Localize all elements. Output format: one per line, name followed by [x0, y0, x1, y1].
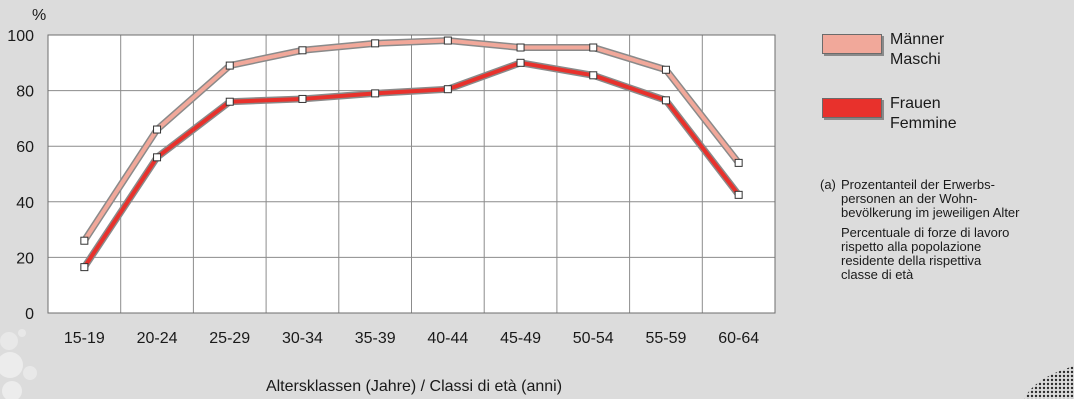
footnote-it-line: residente della rispettiva — [841, 253, 982, 268]
data-point-women — [153, 153, 162, 162]
series-line-women — [82, 60, 741, 269]
y-tick-label: 80 — [16, 84, 34, 101]
x-tick-label: 60-64 — [718, 330, 759, 347]
footnote-de-line: Prozentanteil der Erwerbs- — [841, 177, 995, 192]
legend-label-women: Frauen Femmine — [890, 94, 957, 134]
data-point-men — [153, 125, 162, 134]
x-axis-label: Altersklassen (Jahre) / Classi di età (a… — [266, 378, 562, 395]
legend-item-women: Frauen Femmine — [822, 94, 957, 134]
data-point-men — [516, 43, 525, 52]
legend-label-women-it: Femmine — [890, 115, 957, 132]
data-point-women — [80, 263, 89, 272]
footnote-body: Prozentanteil der Erwerbs- personen an d… — [841, 178, 1074, 282]
x-tick-label: 25-29 — [209, 330, 250, 347]
x-tick-label: 15-19 — [64, 330, 105, 347]
footnote-it-line: Percentuale di forze di lavoro — [841, 225, 1010, 240]
series-line-men — [82, 38, 741, 242]
legend-label-men-de: Männer — [890, 31, 945, 48]
chart-grid — [47, 34, 776, 314]
data-point-women — [443, 85, 452, 94]
footnote-it-line: rispetto alla popolazione — [841, 239, 982, 254]
data-point-women — [516, 58, 525, 67]
y-axis-ticks: 0 20 40 60 80 100 — [7, 28, 34, 323]
footnote-italian: Percentuale di forze di lavoro rispetto … — [841, 226, 1074, 282]
x-tick-label: 50-54 — [573, 330, 614, 347]
data-point-men — [443, 36, 452, 45]
data-point-women — [661, 96, 670, 105]
y-tick-label: 40 — [16, 195, 34, 212]
footnote-german: Prozentanteil der Erwerbs- personen an d… — [841, 178, 1074, 220]
legend-label-women-de: Frauen — [890, 95, 941, 112]
data-point-women — [589, 71, 598, 80]
data-point-men — [80, 236, 89, 245]
y-tick-label: 60 — [16, 139, 34, 156]
footnote-label: (a) — [820, 177, 836, 192]
data-point-men — [298, 46, 307, 55]
y-tick-label: 0 — [25, 306, 34, 323]
data-point-men — [661, 65, 670, 74]
x-tick-label: 40-44 — [427, 330, 468, 347]
footnote-it-line: classe di età — [841, 267, 914, 282]
x-axis-ticks: 15-19 20-24 25-29 30-34 35-39 40-44 45-49 50-54… — [64, 330, 759, 347]
x-tick-label: 45-49 — [500, 330, 541, 347]
footnote: (a) Prozentanteil der Erwerbs- personen … — [820, 178, 1074, 282]
footnote-de-line: bevölkerung im jeweiligen Alter — [841, 205, 1020, 220]
x-tick-label: 30-34 — [282, 330, 323, 347]
data-point-men — [225, 61, 234, 70]
legend-label-men-it: Maschi — [890, 51, 941, 68]
decorative-dot-grid-right — [1024, 366, 1074, 399]
y-axis-unit: % — [32, 7, 46, 24]
data-point-men — [589, 43, 598, 52]
data-point-women — [225, 97, 234, 106]
data-point-men — [734, 158, 743, 167]
x-tick-label: 35-39 — [355, 330, 396, 347]
y-tick-label: 100 — [7, 28, 34, 45]
data-point-women — [734, 190, 743, 199]
decorative-dots-left — [0, 329, 37, 399]
legend-item-men: Männer Maschi — [822, 30, 944, 70]
data-point-women — [371, 89, 380, 98]
y-tick-label: 20 — [16, 250, 34, 267]
x-tick-label: 55-59 — [645, 330, 686, 347]
chart-series — [80, 36, 743, 272]
footnote-de-line: personen an der Wohn- — [841, 191, 978, 206]
legend-swatch-men — [822, 34, 882, 54]
data-point-men — [371, 39, 380, 48]
legend-swatch-women — [822, 98, 882, 118]
data-point-women — [298, 94, 307, 103]
legend-label-men: Männer Maschi — [890, 30, 944, 70]
x-tick-label: 20-24 — [137, 330, 178, 347]
plot-border — [47, 34, 776, 314]
